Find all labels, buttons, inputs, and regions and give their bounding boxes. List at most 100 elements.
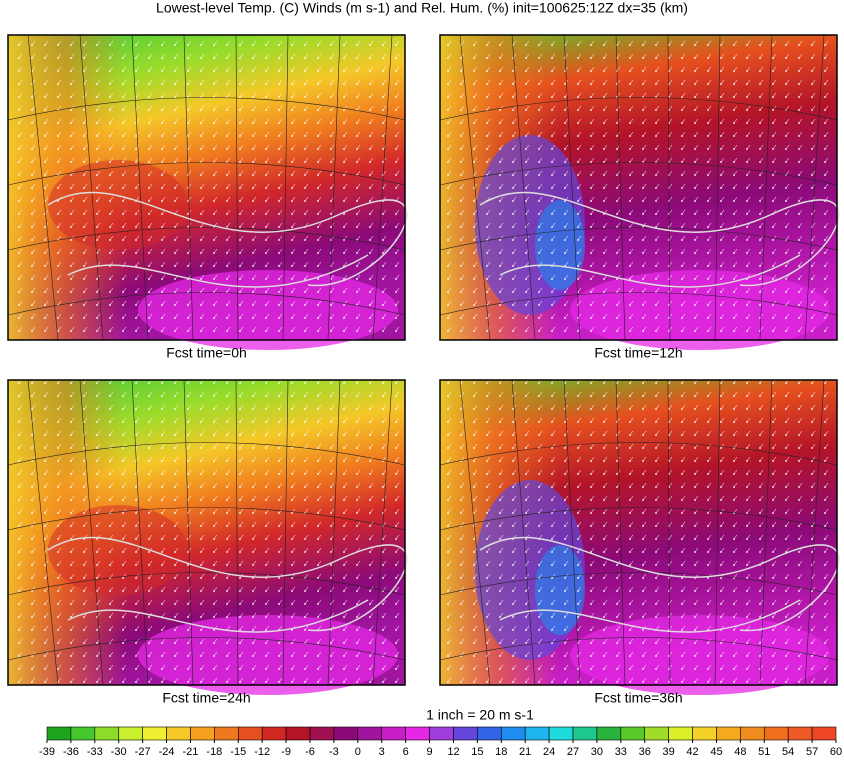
figure-title: Lowest-level Temp. (C) Winds (m s-1) and…	[156, 0, 688, 16]
colorbar-tick-label: -9	[281, 746, 291, 758]
colorbar-bin	[142, 726, 167, 741]
longitude-line	[131, 34, 149, 341]
colorbar-tick-label: 12	[447, 746, 459, 758]
longitude-line	[282, 379, 289, 686]
wind-vectors	[8, 380, 405, 685]
rh-contour	[499, 599, 801, 633]
colorbar-bin	[118, 726, 143, 741]
longitude-line	[804, 34, 825, 341]
colorbar-tick-label: 42	[686, 746, 698, 758]
colorbar-tick-label: 0	[355, 746, 361, 758]
rh-contour	[47, 536, 408, 632]
colorbar-tick-label: 54	[782, 746, 794, 758]
longitude-line	[282, 34, 289, 341]
colorbar-tick-label: -15	[230, 746, 246, 758]
colorbar-tick-label: 3	[379, 746, 385, 758]
longitude-line	[327, 379, 341, 686]
colorbar-tick-label: 24	[543, 746, 555, 758]
rh-contour	[47, 191, 408, 287]
colorbar-tick-label: -33	[87, 746, 103, 758]
longitude-line	[183, 379, 194, 686]
colorbar-tick-label: -36	[63, 746, 79, 758]
latitude-line	[439, 97, 838, 121]
longitude-line	[667, 379, 671, 686]
colorbar-bin	[668, 726, 693, 741]
colorbar-bin	[811, 726, 837, 741]
map-panel: Fcst time=24h	[7, 379, 408, 706]
latitude-line	[7, 507, 406, 531]
colorbar-bin	[500, 726, 526, 741]
latitude-line	[7, 637, 406, 661]
map-panel: Fcst time=0h	[7, 34, 408, 361]
colorbar-tick-label: 36	[639, 746, 651, 758]
longitude-line	[131, 379, 149, 686]
longitude-line	[511, 379, 536, 686]
rh-contour	[499, 254, 801, 288]
latitude-line	[7, 162, 406, 186]
panel-label: Fcst time=12h	[594, 345, 682, 361]
latitude-line	[7, 442, 406, 466]
colorbar-tick-label: -39	[39, 746, 55, 758]
longitude-line	[563, 34, 581, 341]
colorbar-bin	[620, 726, 646, 741]
colorbar-bin	[94, 726, 120, 741]
colorbar-tick-label: -12	[254, 746, 270, 758]
latitude-line	[439, 572, 838, 596]
latitude-line	[439, 292, 838, 316]
colorbar-bin	[429, 726, 454, 741]
colorbar-bin	[237, 726, 263, 741]
panel-frame	[439, 379, 838, 686]
colorbar-bin	[453, 726, 478, 741]
colorbar-tick-label: 21	[519, 746, 531, 758]
colorbar-tick-label: 33	[615, 746, 627, 758]
colorbar-tick-label: 60	[830, 746, 842, 758]
panel-label: Fcst time=36h	[594, 690, 682, 706]
latitude-line	[439, 442, 838, 466]
colorbar-tick-label: -21	[183, 746, 199, 758]
colorbar-tick-label: 57	[806, 746, 818, 758]
longitude-line	[563, 379, 581, 686]
longitude-line	[804, 379, 825, 686]
wind-vectors	[440, 35, 837, 340]
scale-note: 1 inch = 20 m s-1	[426, 707, 534, 723]
longitude-line	[759, 379, 773, 686]
colorbar-bin	[357, 726, 383, 741]
colorbar-tick-label: 51	[758, 746, 770, 758]
colorbar-tick-label: 27	[567, 746, 579, 758]
longitude-line	[667, 34, 671, 341]
longitude-line	[714, 379, 721, 686]
colorbar-tick-label: -3	[329, 746, 339, 758]
longitude-line	[235, 379, 239, 686]
colorbar-tick-label: -30	[111, 746, 127, 758]
panel-frame	[7, 379, 406, 686]
longitude-line	[615, 34, 626, 341]
colorbar-tick-label: 48	[734, 746, 746, 758]
latitude-line	[7, 572, 406, 596]
colorbar-bin	[285, 726, 311, 741]
longitude-line	[27, 34, 59, 341]
colorbar-tick-label: 6	[403, 746, 409, 758]
colorbar-tick-label: -6	[305, 746, 315, 758]
colorbar-bin	[46, 726, 72, 741]
longitude-line	[27, 379, 59, 686]
colorbar-bin	[644, 726, 669, 741]
longitude-line	[459, 34, 491, 341]
colorbar-tick-label: -18	[206, 746, 222, 758]
colorbar-bin	[572, 726, 598, 741]
colorbar-tick-label: -24	[159, 746, 175, 758]
longitude-line	[759, 34, 773, 341]
longitude-line	[372, 34, 393, 341]
colorbar-tick-label: 39	[663, 746, 675, 758]
colorbar-bin	[596, 726, 622, 741]
panels: Fcst time=0h Fcst time=12h Fcst time=24h Fc…	[7, 34, 840, 706]
latitude-line	[7, 97, 406, 121]
latitude-line	[439, 227, 838, 251]
panel-frame	[7, 34, 406, 341]
longitude-line	[459, 379, 491, 686]
colorbar-bin	[548, 726, 574, 741]
longitude-line	[235, 34, 239, 341]
longitude-line	[714, 34, 721, 341]
longitude-line	[615, 379, 626, 686]
colorbar: -39 -36 -33 -30 -27 -24 -21 -18 -15 -12 -9 -6 -3 0 3 6 9…	[39, 726, 842, 758]
